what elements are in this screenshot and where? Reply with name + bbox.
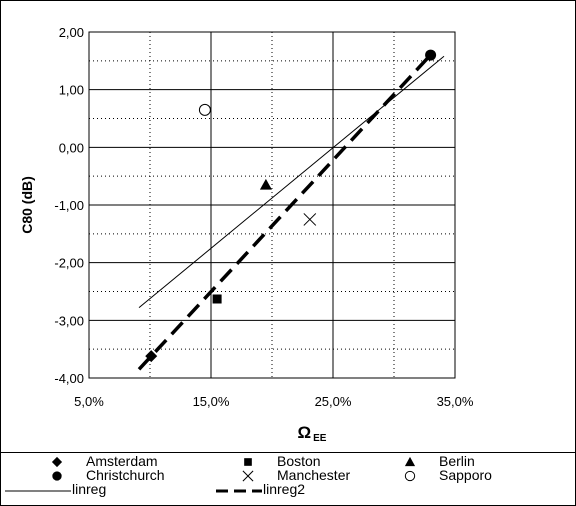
point-berlin: [259, 178, 272, 190]
x-axis-title: Ω EE: [298, 423, 327, 444]
legend-marker-boston: [244, 458, 252, 466]
legend-marker-manchester-stroke: [242, 470, 254, 482]
legend-marker-sapporo: [404, 470, 416, 482]
legend-label-amsterdam: Amsterdam: [86, 453, 158, 469]
legend-marker-berlin: [404, 456, 416, 467]
x-axis-tick-labels: 5,0% 15,0% 25,0% 35,0%: [74, 394, 474, 409]
point-amsterdam: [145, 350, 158, 363]
y-axis-tick-labels: 2,00 1,00 0,00 -1,00 -2,00 -3,00 -4,00: [54, 25, 84, 386]
y-tick-label: -4,00: [54, 371, 84, 386]
legend-marker-amsterdam: [51, 456, 63, 468]
y-tick-label: -2,00: [54, 256, 84, 271]
point-manchester-stroke: [303, 213, 317, 226]
plot-border: [88, 31, 456, 379]
y-axis-title: C80 (dB): [19, 176, 35, 234]
x-axis-title-subscript: EE: [313, 433, 327, 444]
point-sapporo: [198, 103, 211, 116]
legend-label-christchurch: Christchurch: [86, 467, 165, 483]
legend-label-sapporo: Sapporo: [439, 467, 492, 483]
x-tick-label: 25,0%: [315, 394, 352, 409]
legend-label-linreg: linreg: [72, 481, 106, 497]
data-points: [145, 49, 437, 363]
y-tick-label: 1,00: [59, 83, 84, 98]
legend: Amsterdam Boston Berlin Christchurch Manches…: [5, 453, 492, 497]
point-manchester: [303, 213, 317, 226]
y-tick-label: 0,00: [59, 140, 84, 155]
point-boston: [212, 294, 222, 304]
y-tick-label: -3,00: [54, 313, 84, 328]
x-tick-label: 15,0%: [193, 394, 230, 409]
trend-line-linreg: [138, 55, 445, 309]
legend-marker-christchurch: [52, 471, 62, 481]
trend-lines: [137, 55, 445, 371]
legend-marker-manchester: [242, 470, 254, 482]
point-christchurch: [425, 49, 437, 61]
x-axis-title-main: Ω: [298, 423, 312, 442]
legend-label-boston: Boston: [277, 453, 321, 469]
legend-label-linreg2: linreg2: [263, 481, 305, 497]
y-tick-label: -1,00: [54, 198, 84, 213]
legend-label-berlin: Berlin: [439, 453, 475, 469]
x-tick-label: 5,0%: [74, 394, 104, 409]
x-tick-label: 35,0%: [437, 394, 474, 409]
y-tick-label: 2,00: [59, 25, 84, 40]
legend-label-manchester: Manchester: [277, 467, 350, 483]
